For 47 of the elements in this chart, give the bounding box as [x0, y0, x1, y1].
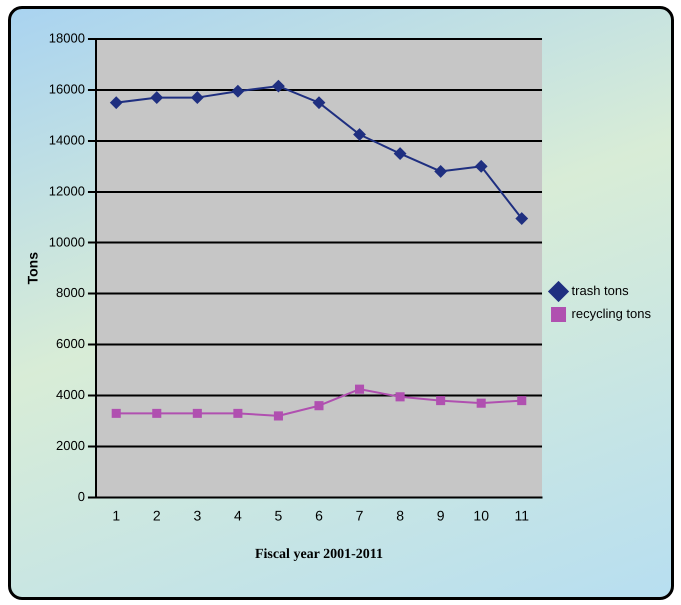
- y-tick-label: 2000: [56, 438, 85, 454]
- point: [314, 401, 324, 410]
- y-tick-label: 8000: [56, 285, 85, 300]
- point: [110, 96, 122, 109]
- y-axis-title: Tons: [24, 252, 40, 284]
- point: [394, 148, 406, 160]
- y-tick-label: 18000: [48, 30, 85, 46]
- point: [354, 128, 366, 140]
- x-tick-label: 6: [315, 508, 324, 524]
- legend-label: trash tons: [572, 283, 630, 298]
- point: [152, 408, 162, 418]
- x-tick-label: 5: [274, 508, 283, 524]
- x-tick-label: 1: [112, 508, 120, 524]
- x-tick-label: 8: [396, 508, 404, 524]
- x-tick-label: 10: [473, 508, 490, 524]
- y-tick-label: 10000: [48, 234, 85, 250]
- point: [396, 392, 405, 402]
- point: [434, 165, 447, 178]
- y-tick-label: 14000: [48, 132, 85, 148]
- point: [475, 160, 488, 172]
- point: [272, 80, 284, 92]
- x-tick-label: 2: [152, 508, 161, 524]
- point: [516, 212, 528, 225]
- point: [150, 92, 163, 104]
- x-tick-label: 3: [193, 508, 202, 524]
- point: [233, 408, 242, 418]
- legend-label: recycling tons: [572, 306, 652, 322]
- y-tick-label: 0: [78, 488, 85, 504]
- x-tick-label: 9: [436, 508, 445, 524]
- y-tick-label: 16000: [48, 82, 85, 97]
- point: [192, 408, 202, 418]
- y-tick-label: 4000: [56, 387, 85, 402]
- x-axis-title: Fiscal year 2001-2011: [254, 547, 384, 562]
- point: [517, 396, 526, 406]
- point: [312, 96, 325, 109]
- x-tick-label: 11: [514, 508, 530, 524]
- x-tick-label: 4: [234, 508, 242, 524]
- point: [191, 92, 204, 104]
- point: [232, 85, 244, 98]
- point: [436, 396, 446, 406]
- x-tick-label: 7: [356, 508, 364, 524]
- y-tick-label: 6000: [56, 336, 85, 352]
- point: [355, 384, 364, 394]
- point: [476, 398, 486, 408]
- point: [274, 411, 283, 420]
- point: [112, 408, 121, 418]
- y-tick-label: 12000: [48, 183, 85, 198]
